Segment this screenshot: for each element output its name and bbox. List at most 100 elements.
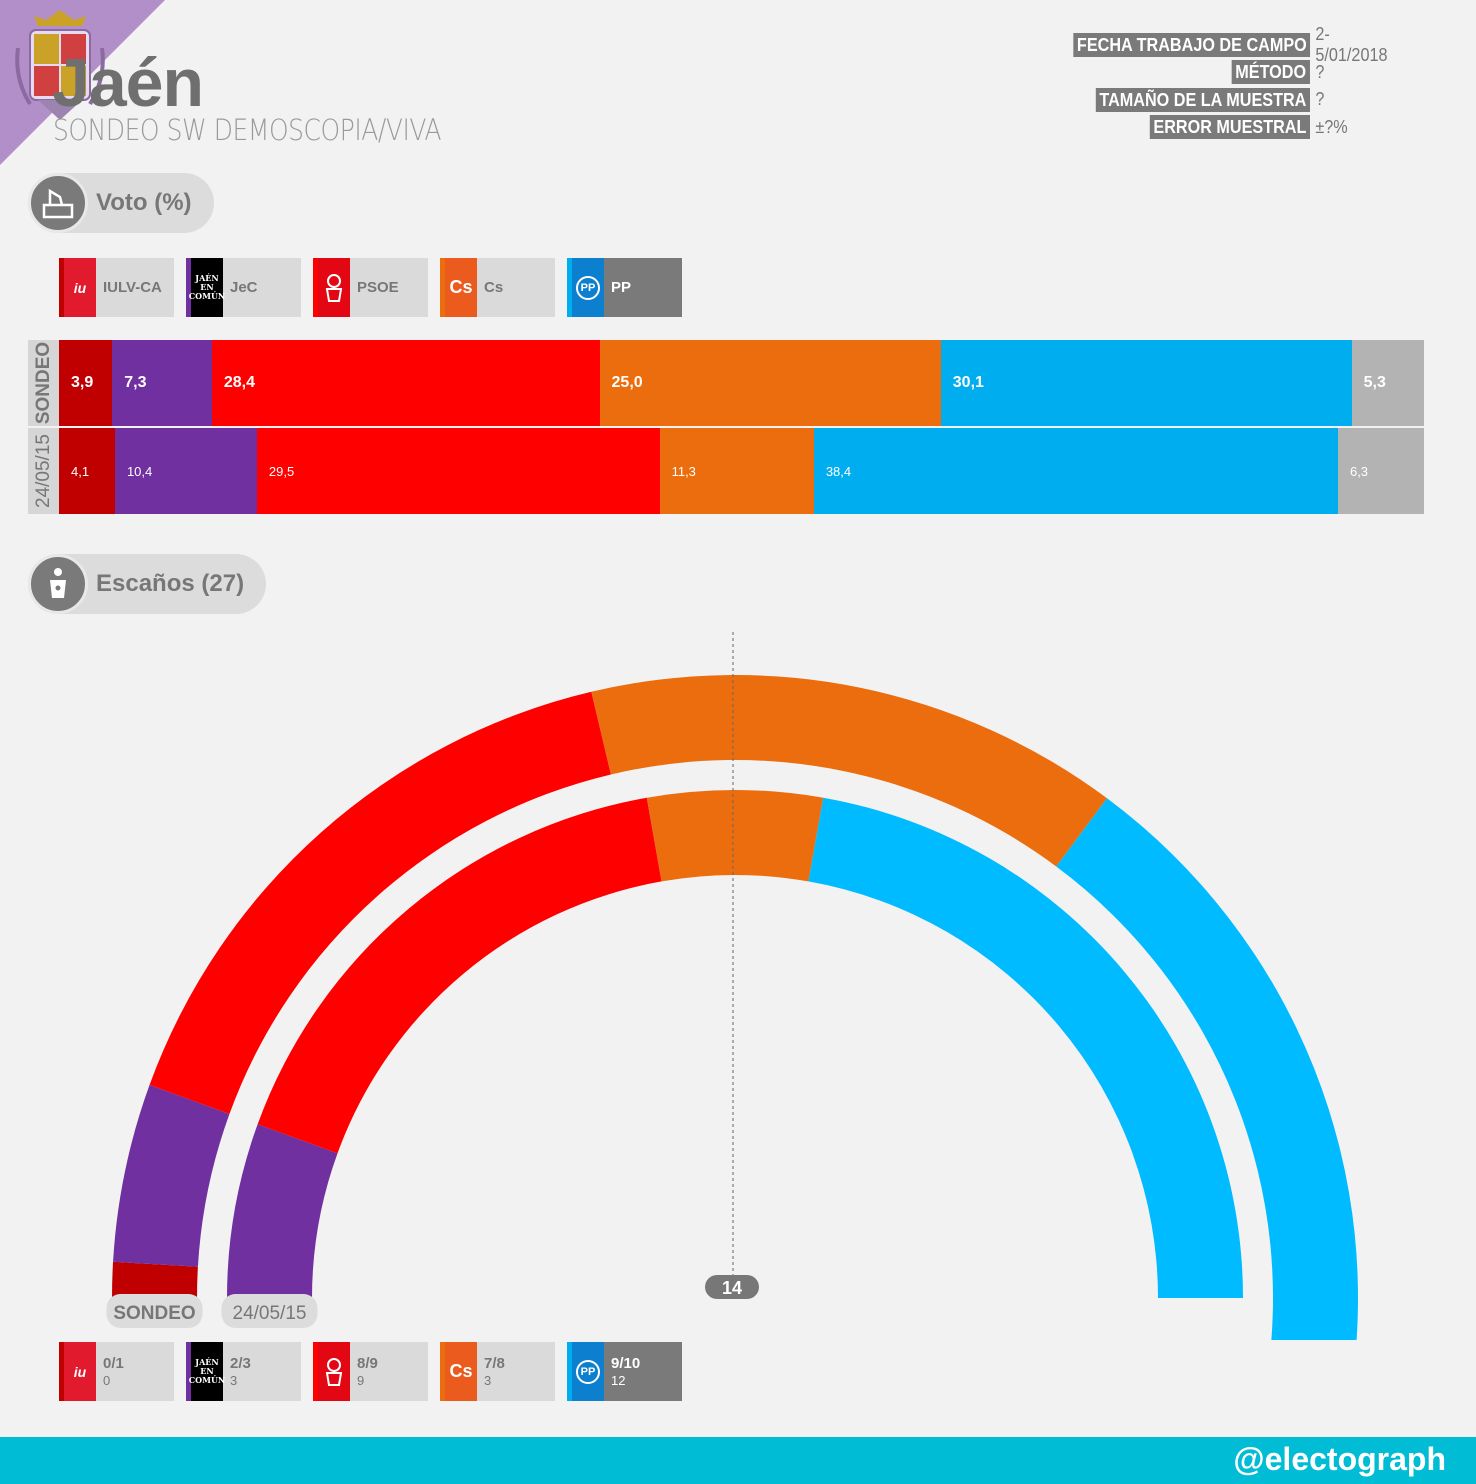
ring-label: SONDEO <box>113 1303 195 1324</box>
bar-segment-cs: 25,0 <box>599 340 941 426</box>
seat-range: 2/3 <box>230 1355 251 1372</box>
meta-row-error: ERROR MUESTRAL ±?% <box>1006 114 1406 142</box>
party-logo-icon: Cs <box>445 1342 477 1401</box>
meta-label: TAMAÑO DE LA MUESTRA <box>1095 87 1310 112</box>
bar-row-sondeo: SONDEO 3,9 7,3 28,4 25,0 30,1 5,3 <box>28 340 1424 426</box>
survey-metadata: FECHA TRABAJO DE CAMPO 2-5/01/2018 MÉTOD… <box>1006 24 1406 142</box>
bar-segment-otros: 5,3 <box>1351 340 1424 426</box>
page-subtitle: SONDEO SW DEMOSCOPIA/VIVA <box>53 113 442 147</box>
legend-label: IULV-CA <box>103 279 162 296</box>
legend-stripe <box>567 1342 572 1401</box>
seat-range: 8/9 <box>357 1355 378 1372</box>
legend-label: Cs <box>484 279 504 296</box>
legend-text: 0/1 0 <box>96 1342 124 1401</box>
bar-segment-psoe: 28,4 <box>211 340 600 426</box>
party-legend: iu IULV-CA JAÉN EN COMÚN JeC PSOE Cs Cs PP PP <box>59 258 694 317</box>
ballot-box-icon <box>28 173 88 233</box>
legend-item-pp: PP 9/10 12 <box>567 1342 682 1401</box>
seat-arc-psoe <box>257 797 662 1154</box>
bar-segment-jec: 7,3 <box>112 340 212 426</box>
legend-text: Cs <box>477 258 503 317</box>
majority-badge <box>705 1275 759 1299</box>
ring-label: 24/05/15 <box>233 1303 307 1324</box>
seat-arc-iulv-ca <box>112 1261 198 1298</box>
majority-label: 14 <box>722 1278 742 1298</box>
party-logo-icon <box>318 1342 350 1401</box>
legend-stripe <box>313 1342 318 1401</box>
legend-text: JeC <box>223 258 258 317</box>
meta-label: FECHA TRABAJO DE CAMPO <box>1072 32 1310 57</box>
seat-arc-pp <box>1056 798 1358 1340</box>
legend-stripe <box>186 258 191 317</box>
legend-item-jec: JAÉN EN COMÚN JeC <box>186 258 301 317</box>
meta-label: MÉTODO <box>1231 60 1310 85</box>
meta-row-method: MÉTODO ? <box>1006 59 1406 87</box>
legend-label: JeC <box>230 279 258 296</box>
bar-track: 3,9 7,3 28,4 25,0 30,1 5,3 <box>59 340 1424 426</box>
seats-section-title: Escaños (27) <box>96 570 245 597</box>
page-title: Jaén <box>52 45 204 121</box>
legend-stripe <box>59 258 64 317</box>
legend-label: PSOE <box>357 279 399 296</box>
bar-row-label: SONDEO <box>28 340 59 426</box>
party-logo-icon: PP <box>572 258 604 317</box>
bar-row-previous: 24/05/15 4,1 10,4 29,5 11,3 38,4 6,3 <box>28 428 1424 514</box>
legend-text: 2/3 3 <box>223 1342 251 1401</box>
ring-label-pill <box>106 1294 203 1328</box>
bar-segment-psoe: 29,5 <box>256 428 660 514</box>
legend-item-pp: PP PP <box>567 258 682 317</box>
seat-range: 9/10 <box>611 1355 641 1372</box>
bar-segment-pp: 38,4 <box>813 428 1338 514</box>
legend-item-psoe: PSOE <box>313 258 428 317</box>
legend-item-cs: Cs 7/8 3 <box>440 1342 555 1401</box>
seat-previous: 9 <box>357 1373 365 1388</box>
bar-segment-pp: 30,1 <box>940 340 1352 426</box>
seat-arc-jec <box>113 1084 230 1267</box>
party-logo-icon: JAÉN EN COMÚN <box>189 258 225 317</box>
party-logo-icon: PP <box>572 1342 604 1401</box>
hemicycle-chart: 14 SONDEO 24/05/15 <box>106 632 1358 1340</box>
meta-label: ERROR MUESTRAL <box>1149 115 1310 140</box>
seat-arc-cs <box>646 790 824 882</box>
legend-stripe <box>313 258 318 317</box>
podium-icon <box>28 554 88 614</box>
seat-previous: 3 <box>230 1373 238 1388</box>
legend-item-psoe: 8/9 9 <box>313 1342 428 1401</box>
party-logo-icon: iu <box>64 1342 96 1401</box>
party-logo-icon: JAÉN EN COMÚN <box>189 1342 225 1401</box>
seat-previous: 0 <box>103 1373 111 1388</box>
legend-item-iulv-ca: iu 0/1 0 <box>59 1342 174 1401</box>
legend-stripe <box>567 258 572 317</box>
legend-stripe <box>440 258 445 317</box>
bar-segment-otros: 6,3 <box>1337 428 1424 514</box>
legend-text: IULV-CA <box>96 258 162 317</box>
vote-section-header: Voto (%) <box>28 173 214 233</box>
bar-segment-iulv-ca: 4,1 <box>59 428 115 514</box>
party-logo-icon <box>318 258 350 317</box>
seat-previous: 3 <box>484 1373 492 1388</box>
legend-stripe <box>186 1342 191 1401</box>
legend-label: PP <box>611 279 632 296</box>
party-logo-icon: iu <box>64 258 96 317</box>
seat-range: 0/1 <box>103 1355 124 1372</box>
bar-segment-iulv-ca: 3,9 <box>59 340 113 426</box>
seat-arc-cs <box>591 675 1108 867</box>
footer-handle: @electograph <box>1233 1441 1446 1477</box>
meta-row-sample: TAMAÑO DE LA MUESTRA ? <box>1006 86 1406 114</box>
seats-section-header: Escaños (27) <box>28 554 267 614</box>
meta-value: ±?% <box>1315 116 1348 137</box>
meta-value: 2-5/01/2018 <box>1315 23 1388 65</box>
vote-section-title: Voto (%) <box>96 189 192 216</box>
ring-label-pill <box>221 1294 318 1328</box>
legend-text: 9/10 12 <box>604 1342 640 1401</box>
vote-bars: SONDEO 3,9 7,3 28,4 25,0 30,1 5,3 24/05/15 4,… <box>28 340 1424 514</box>
bar-row-label: 24/05/15 <box>28 428 59 514</box>
footer-bar: @electograph <box>0 1437 1476 1484</box>
legend-item-iulv-ca: iu IULV-CA <box>59 258 174 317</box>
legend-text: 7/8 3 <box>477 1342 505 1401</box>
bar-segment-cs: 11,3 <box>659 428 814 514</box>
legend-text: PSOE <box>350 258 399 317</box>
meta-row-fieldwork: FECHA TRABAJO DE CAMPO 2-5/01/2018 <box>1006 24 1406 65</box>
bar-track: 4,1 10,4 29,5 11,3 38,4 6,3 <box>59 428 1424 514</box>
seat-legend: iu 0/1 0 JAÉN EN COMÚN 2/3 3 8/9 9 Cs 7/8 3 PP 9/10 12 <box>59 1342 694 1401</box>
